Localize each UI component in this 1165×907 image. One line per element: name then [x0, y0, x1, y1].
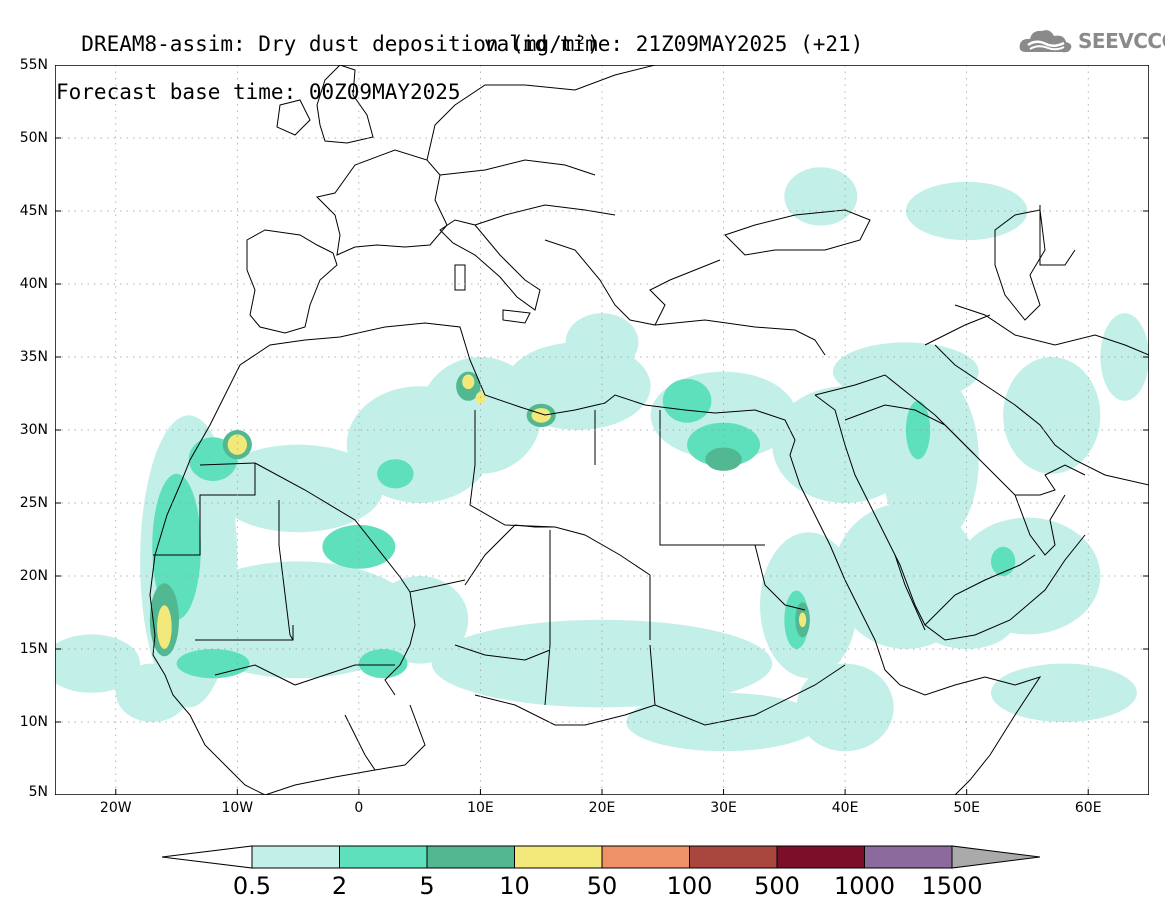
legend-color-box — [864, 845, 953, 869]
legend-color-box — [426, 845, 515, 869]
legend-color-box — [251, 845, 340, 869]
legend-label: 2 — [331, 872, 348, 900]
title-line2: Forecast base time: 00Z09MAY2025 — [56, 80, 461, 104]
legend-label: 1000 — [833, 872, 896, 900]
legend-color-box — [514, 845, 603, 869]
coastlines-borders — [149, 65, 1149, 795]
dust-area-level-4 — [227, 434, 248, 455]
legend-upper-triangle — [951, 845, 1040, 869]
legend-label: 100 — [666, 872, 713, 900]
valid-time: valid time: 21Z09MAY2025 (+21) — [484, 32, 864, 56]
seevccc-logo: SEEVCCC — [1018, 26, 1165, 56]
lon-label: 50E — [953, 800, 980, 816]
legend-label: 0.5 — [232, 872, 272, 900]
dust-area-level-1 — [905, 181, 1028, 241]
dust-area-level-2 — [358, 649, 408, 679]
lat-label: 25N — [19, 495, 48, 511]
lat-label: 45N — [19, 203, 48, 219]
lat-label: 50N — [19, 130, 48, 146]
map-title: DREAM8-assim: Dry dust deposition (mg/m²… — [56, 8, 863, 152]
legend-lower-triangle — [161, 845, 253, 869]
dust-area-level-1 — [784, 167, 858, 226]
colorbar-legend — [161, 845, 1040, 869]
dust-area-level-1 — [881, 371, 979, 547]
lon-label: 30E — [710, 800, 737, 816]
lat-label: 20N — [19, 568, 48, 584]
lon-label: 10W — [221, 800, 254, 816]
dust-area-level-1 — [371, 576, 469, 664]
dust-area-level-1 — [565, 313, 639, 372]
dust-area-level-1 — [213, 444, 384, 533]
dust-area-level-1 — [115, 663, 189, 722]
lat-label: 30N — [19, 422, 48, 438]
lon-label: 20W — [99, 800, 132, 816]
legend-label: 1500 — [921, 872, 983, 900]
dust-area-level-1 — [760, 532, 858, 679]
legend-label: 50 — [586, 872, 618, 900]
lon-label: 0 — [354, 800, 364, 816]
cloud-logo-icon — [1019, 30, 1072, 53]
dust-area-level-1 — [918, 590, 1016, 649]
dust-area-level-2 — [176, 649, 250, 679]
legend-color-box — [689, 845, 778, 869]
dust-area-level-4 — [798, 612, 807, 628]
lat-label: 10N — [19, 714, 48, 730]
dust-area-level-3 — [705, 447, 742, 471]
title-line1: DREAM8-assim: Dry dust deposition (mg/m²… — [81, 32, 600, 56]
dust-area-level-1 — [1003, 357, 1101, 474]
dust-area-level-2 — [687, 422, 761, 467]
lat-label: 40N — [19, 276, 48, 292]
dust-area-level-4 — [462, 374, 475, 390]
dust-area-level-1 — [1100, 313, 1149, 401]
dust-area-level-1 — [796, 663, 894, 752]
lon-label: 60E — [1074, 800, 1102, 816]
legend-label: 10 — [499, 872, 530, 900]
lon-label: 40E — [831, 800, 859, 816]
dust-area-level-2 — [662, 378, 712, 423]
legend-label: 5 — [419, 872, 435, 900]
dust-area-level-4 — [531, 408, 551, 423]
dust-area-level-1 — [990, 663, 1137, 722]
grid-lines — [55, 65, 1149, 795]
lat-label: 55N — [19, 57, 48, 73]
logo-text: SEEVCCC — [1078, 29, 1165, 53]
dust-area-level-2 — [377, 459, 414, 489]
legend-color-box — [601, 845, 690, 869]
dust-area-level-4 — [157, 605, 172, 649]
dust-area-level-2 — [905, 400, 931, 460]
lon-label: 10E — [467, 800, 494, 816]
dust-area-level-2 — [990, 546, 1016, 576]
lon-label: 20E — [588, 800, 616, 816]
lat-label: 15N — [19, 641, 48, 657]
dust-area-level-1 — [55, 634, 141, 693]
dust-map — [55, 65, 1149, 795]
dust-area-level-1 — [832, 342, 979, 401]
lat-label: 5N — [28, 784, 48, 800]
lat-label: 35N — [19, 349, 48, 365]
legend-label: 500 — [754, 872, 800, 900]
legend-color-box — [339, 845, 428, 869]
legend-color-box — [776, 845, 865, 869]
